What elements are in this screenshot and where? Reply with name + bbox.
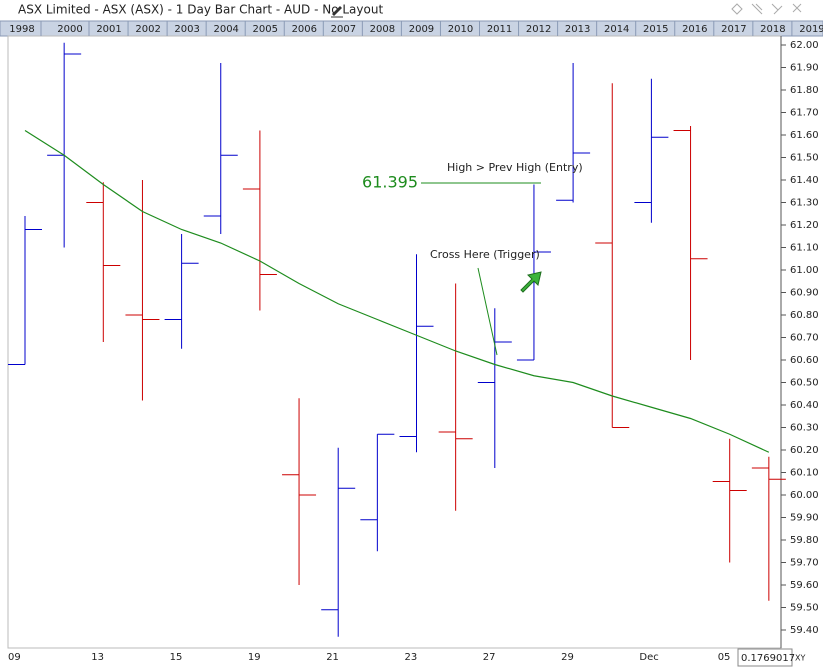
y-tick-label: 60.80 (790, 310, 819, 321)
entry-annotation: High > Prev High (Entry) (447, 161, 583, 174)
y-tick-label: 60.60 (790, 355, 819, 366)
y-tick-label: 61.90 (790, 63, 819, 74)
year-label: 2003 (174, 24, 199, 35)
year-label: 2015 (643, 24, 668, 35)
y-tick-label: 61.70 (790, 108, 819, 119)
cursor-mode[interactable]: XY (795, 654, 805, 663)
year-label: 2006 (292, 24, 317, 35)
y-tick-label: 59.70 (790, 558, 819, 569)
window-controls[interactable] (731, 3, 802, 15)
x-tick-label: 29 (561, 652, 574, 663)
year-label: 2011 (487, 24, 512, 35)
x-tick-label: 05 (718, 652, 731, 663)
edit-icon[interactable] (331, 6, 343, 18)
year-label: 2014 (604, 24, 629, 35)
y-tick-label: 60.30 (790, 423, 819, 434)
window-title: ASX Limited - ASX (ASX) - 1 Day Bar Char… (18, 3, 383, 17)
x-tick-label: 21 (326, 652, 339, 663)
y-tick-label: 60.50 (790, 378, 819, 389)
y-tick-label: 61.40 (790, 175, 819, 186)
year-label: 2012 (526, 24, 551, 35)
x-tick-label: 09 (8, 652, 21, 663)
year-label: 2008 (370, 24, 395, 35)
year-label: 2016 (682, 24, 707, 35)
year-label: 2000 (57, 24, 82, 35)
y-tick-label: 61.60 (790, 130, 819, 141)
y-tick-label: 61.10 (790, 243, 819, 254)
year-label: 2002 (135, 24, 160, 35)
price-annotation: 61.395 (362, 173, 418, 192)
y-tick-label: 60.20 (790, 445, 819, 456)
moving-average-line (24, 129, 770, 453)
year-label: 2019 (799, 24, 823, 35)
year-label: 2005 (253, 24, 278, 35)
y-tick-label: 59.60 (790, 580, 819, 591)
y-tick-label: 60.90 (790, 288, 819, 299)
y-tick-label: 59.50 (790, 603, 819, 614)
y-tick-label: 61.30 (790, 198, 819, 209)
year-label: 2013 (565, 24, 590, 35)
year-label: 2001 (96, 24, 121, 35)
y-tick-label: 59.80 (790, 535, 819, 546)
entry-arrow (520, 271, 542, 293)
y-tick-label: 60.00 (790, 490, 819, 501)
year-label: 2009 (409, 24, 434, 35)
y-tick-label: 61.20 (790, 220, 819, 231)
cursor-value-box (737, 648, 793, 667)
cursor-value: 0.1769017 (741, 653, 795, 664)
year-label: 2010 (448, 24, 473, 35)
year-label: 1998 (9, 24, 34, 35)
year-label: 2004 (213, 24, 238, 35)
x-tick-label: 19 (248, 652, 261, 663)
x-tick-label: 15 (170, 652, 183, 663)
x-tick-label: 27 (483, 652, 496, 663)
y-tick-label: 59.90 (790, 513, 819, 524)
y-tick-label: 62.00 (790, 40, 819, 51)
y-tick-label: 60.70 (790, 333, 819, 344)
x-tick-label: 23 (405, 652, 418, 663)
x-tick-label: 13 (91, 652, 104, 663)
y-tick-label: 61.00 (790, 265, 819, 276)
annotation-line (477, 267, 498, 356)
plot-area (7, 35, 782, 649)
y-tick-label: 60.10 (790, 468, 819, 479)
year-label: 2018 (760, 24, 785, 35)
year-label: 2007 (331, 24, 356, 35)
y-tick-label: 61.50 (790, 153, 819, 164)
year-label: 2017 (721, 24, 746, 35)
y-tick-label: 59.40 (790, 625, 819, 636)
y-tick-label: 61.80 (790, 85, 819, 96)
trigger-annotation: Cross Here (Trigger) (430, 248, 540, 261)
x-tick-label: Dec (639, 652, 658, 663)
y-tick-label: 60.40 (790, 400, 819, 411)
